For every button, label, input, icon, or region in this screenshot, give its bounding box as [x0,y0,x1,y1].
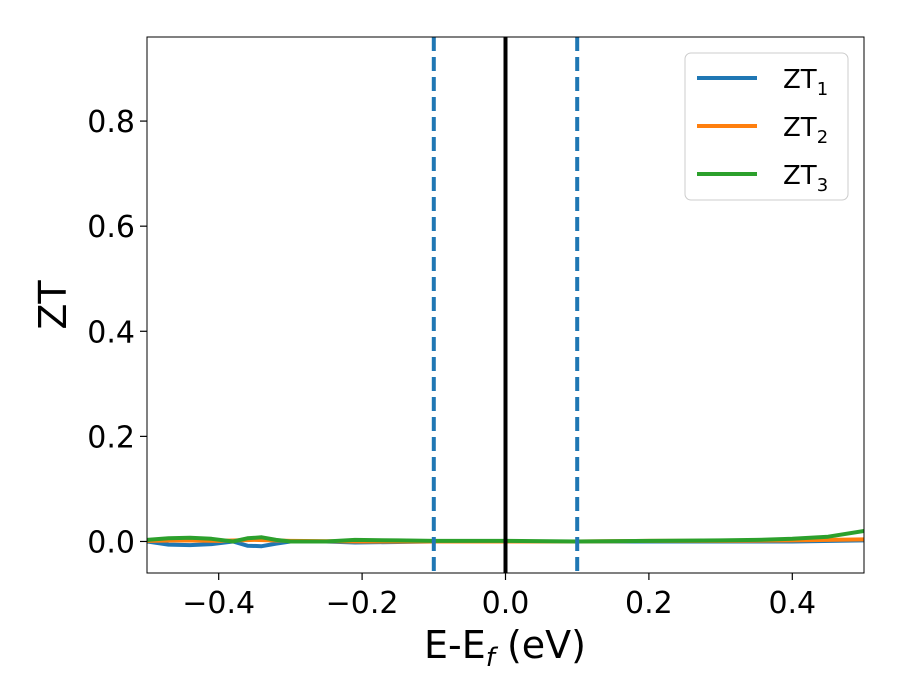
y-tick-label: 0.2 [87,420,135,455]
legend-label-zt1: ZT1 [783,65,828,100]
x-tick-label: 0.0 [482,586,530,621]
legend: ZT1 ZT2 ZT3 [684,52,849,201]
x-tick-label: 0.4 [768,586,816,621]
data-lines [147,37,864,573]
legend-label-zt3: ZT3 [783,161,828,196]
y-axis-ticks: 0.0 0.2 0.4 0.6 0.8 [87,105,147,560]
legend-box [684,52,849,201]
legend-label-zt2: ZT2 [783,113,828,148]
x-tick-label: −0.4 [182,586,255,621]
x-tick-label: −0.2 [326,586,399,621]
x-axis-ticks: −0.4 −0.2 0.0 0.2 0.4 [182,573,816,621]
y-axis-label: ZT [31,280,75,330]
y-tick-label: 0.8 [87,105,135,140]
series-line-zt3 [147,529,864,544]
x-tick-label: 0.2 [625,586,673,621]
y-tick-label: 0.4 [87,315,135,350]
y-tick-label: 0.0 [87,525,135,560]
y-tick-label: 0.6 [87,210,135,245]
x-axis-label: E-Ef (eV) [424,623,586,673]
